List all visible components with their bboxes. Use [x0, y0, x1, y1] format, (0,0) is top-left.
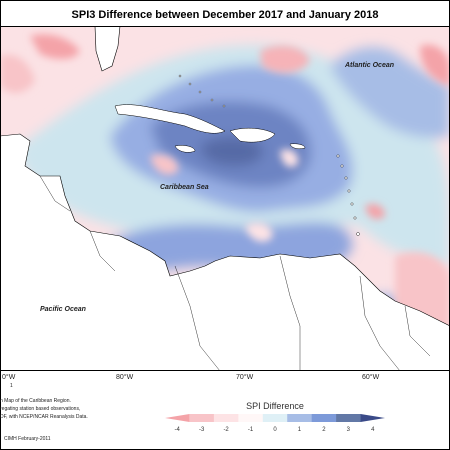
- footnote-credit: CIMH February-2011: [4, 436, 51, 442]
- legend-tick-label: 2: [322, 427, 326, 433]
- legend-swatch: [360, 414, 385, 422]
- legend-swatch: [213, 414, 239, 422]
- legend-tick-label: -1: [248, 427, 254, 433]
- footnote-line-2: regating station based observations,: [0, 406, 81, 412]
- legend-tick-label: 1: [298, 427, 302, 433]
- footnote-marker: 1: [10, 383, 13, 389]
- legend-swatch: [238, 414, 264, 422]
- lon-tick-0: 0°W: [2, 374, 16, 381]
- legend-title: SPI Difference: [246, 401, 304, 411]
- legend-swatch: [336, 414, 361, 422]
- legend-swatch: [165, 414, 190, 422]
- lon-tick-80w: 80°W: [116, 374, 134, 381]
- label-pacific-ocean: Pacific Ocean: [40, 306, 86, 313]
- legend-swatch: [189, 414, 215, 422]
- legend-tick-label: -4: [175, 427, 181, 433]
- lon-tick-70w: 70°W: [236, 374, 254, 381]
- legend-tick-label: 0: [273, 427, 277, 433]
- map-title: SPI3 Difference between December 2017 an…: [71, 9, 379, 21]
- legend-tick-label: -3: [199, 427, 205, 433]
- spi-legend: -4 -3 -2 -1 0 1 2 3 4: [165, 414, 385, 433]
- spi-difference-map: [0, 26, 450, 371]
- legend-swatch: [287, 414, 312, 422]
- label-caribbean-sea: Caribbean Sea: [160, 184, 209, 191]
- label-atlantic-ocean: Atlantic Ocean: [345, 62, 395, 69]
- legend-swatch: [311, 414, 337, 422]
- lon-tick-60w: 60°W: [362, 374, 380, 381]
- legend-tick-label: 4: [371, 427, 375, 433]
- legend-swatch: [262, 414, 288, 422]
- legend-tick-label: -2: [223, 427, 229, 433]
- footnote-line-3: DF, with NCEP/NCAR Reanalysis Data.: [0, 414, 88, 420]
- land: [0, 26, 450, 371]
- footnote-line-1: n Map of the Caribbean Region.: [0, 398, 71, 404]
- legend-tick-label: 3: [347, 427, 351, 433]
